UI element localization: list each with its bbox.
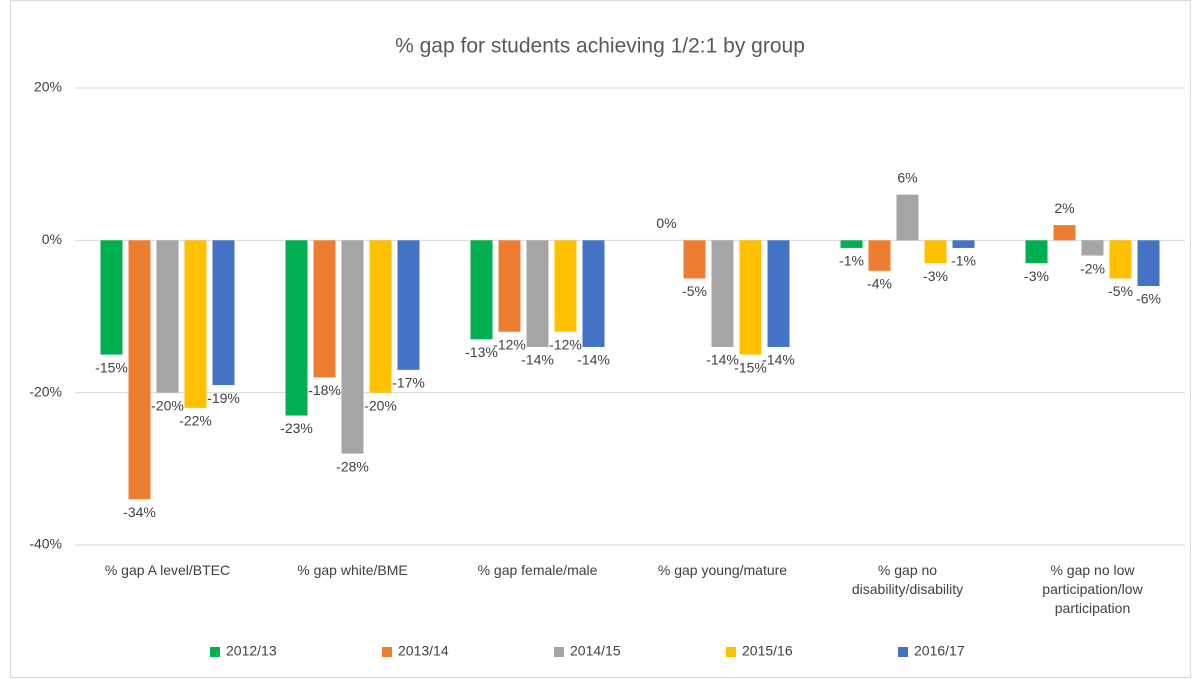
data-label: -6% — [1136, 291, 1161, 307]
bar — [100, 240, 123, 355]
bar — [212, 240, 235, 386]
bar — [470, 240, 493, 340]
data-label: -14% — [762, 352, 795, 368]
bar — [896, 194, 919, 241]
legend-swatch — [554, 647, 564, 657]
data-label: -1% — [839, 253, 864, 269]
data-label: -12% — [549, 336, 582, 352]
data-label: -22% — [179, 413, 212, 429]
x-tick-label: % gap female/male — [477, 562, 598, 578]
legend-swatch — [898, 647, 908, 657]
data-label: -1% — [951, 253, 976, 269]
data-label: -5% — [1108, 283, 1133, 299]
bar — [868, 240, 891, 271]
bar — [156, 240, 179, 393]
bar — [924, 240, 947, 264]
legend-swatch — [210, 647, 220, 657]
data-label: -15% — [734, 359, 767, 375]
bar — [341, 240, 364, 454]
bar — [840, 240, 863, 248]
data-label: 2% — [1054, 200, 1074, 216]
chart-title: % gap for students achieving 1/2:1 by gr… — [395, 35, 805, 58]
bar — [184, 240, 207, 408]
bar — [1109, 240, 1132, 279]
y-tick-label: -40% — [29, 536, 62, 552]
legend-label: 2015/16 — [742, 643, 793, 659]
data-label: 0% — [656, 215, 676, 231]
data-label: -17% — [392, 375, 425, 391]
bar — [711, 240, 734, 347]
legend-swatch — [382, 647, 392, 657]
bar — [683, 240, 706, 279]
bar — [128, 240, 151, 500]
x-tick-label: % gap white/BME — [297, 562, 408, 578]
data-label: -23% — [280, 420, 313, 436]
x-tick-label: % gap A level/BTEC — [104, 562, 231, 578]
data-label: -20% — [151, 397, 184, 413]
y-tick-label: 20% — [34, 79, 62, 95]
legend-label: 2012/13 — [226, 643, 277, 659]
bar — [1025, 240, 1048, 264]
x-tick-label: % gap no disability/disability — [851, 562, 964, 597]
data-label: 6% — [897, 169, 917, 185]
bar — [1137, 240, 1160, 287]
bar — [498, 240, 521, 332]
data-label: -14% — [521, 352, 554, 368]
y-tick-label: -20% — [29, 383, 62, 399]
legend-label: 2014/15 — [570, 643, 621, 659]
bar — [313, 240, 336, 378]
legend-label: 2013/14 — [398, 643, 449, 659]
data-label: -28% — [336, 458, 369, 474]
data-label: -12% — [493, 336, 526, 352]
data-label: -3% — [923, 268, 948, 284]
data-label: -4% — [867, 276, 892, 292]
bar — [767, 240, 790, 347]
bar — [369, 240, 392, 393]
data-label: -20% — [364, 397, 397, 413]
x-tick-label: % gap no low participation/low participa… — [1042, 562, 1143, 616]
legend-swatch — [726, 647, 736, 657]
bar — [397, 240, 420, 370]
data-label: -19% — [207, 390, 240, 406]
bar — [285, 240, 308, 416]
bar — [526, 240, 549, 347]
legend-label: 2016/17 — [914, 643, 965, 659]
data-label: -34% — [123, 504, 156, 520]
data-label: -2% — [1080, 260, 1105, 276]
bar — [582, 240, 605, 347]
y-tick-label: 0% — [42, 231, 62, 247]
bar — [554, 240, 577, 332]
x-tick-label: % gap young/mature — [657, 562, 788, 578]
bar — [739, 240, 762, 355]
data-label: -14% — [577, 352, 610, 368]
data-label: -13% — [465, 344, 498, 360]
bar — [1053, 225, 1076, 241]
data-label: -14% — [706, 352, 739, 368]
bar — [1081, 240, 1104, 256]
data-label: -5% — [682, 283, 707, 299]
data-label: -3% — [1024, 268, 1049, 284]
data-label: -18% — [308, 382, 341, 398]
data-label: -15% — [95, 359, 128, 375]
bar — [952, 240, 975, 248]
